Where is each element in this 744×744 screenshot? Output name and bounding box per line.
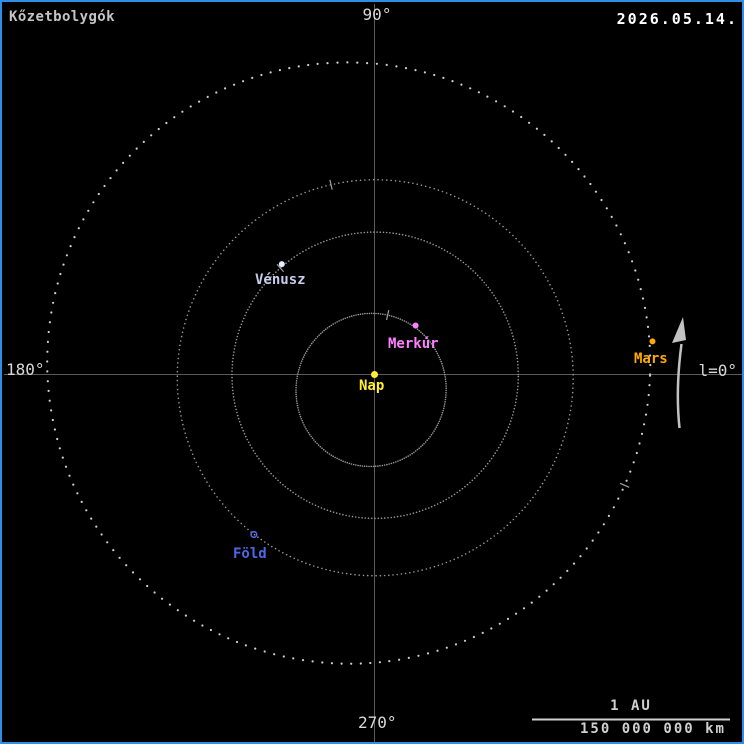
scale-bar-label-au: 1 AU <box>610 698 652 714</box>
planet-marker-venusz <box>278 261 285 268</box>
orbit-path <box>295 310 448 468</box>
orbits-layer <box>46 61 652 665</box>
perihelion-tick <box>276 263 285 273</box>
axis-label-90deg: 90° <box>362 5 392 24</box>
app-title: Kőzetbolygók <box>9 9 115 25</box>
sun-marker <box>371 371 378 378</box>
axis-label-180deg: 180° <box>6 360 45 379</box>
orbit-path <box>176 178 574 577</box>
orbit-path <box>231 231 520 520</box>
scale-bar-label-km: 150 000 000 km <box>579 721 726 737</box>
planet-label-mars: Mars <box>634 351 668 367</box>
planet-label-nap: Nap <box>359 378 385 394</box>
planet-label-fold: Föld <box>233 546 267 562</box>
orbit-path <box>46 61 652 665</box>
planets-layer <box>250 261 656 539</box>
perihelion-tick <box>386 310 390 321</box>
planet-marker-fold <box>250 530 258 539</box>
perihelion-tick <box>619 482 630 488</box>
planet-marker-merkur <box>412 322 419 329</box>
planet-marker-mars <box>649 338 656 345</box>
axis-label-270deg: 270° <box>358 713 397 732</box>
perihelion-tick <box>329 179 333 190</box>
direction-of-motion-arrow <box>672 317 686 429</box>
planet-label-venusz: Vénusz <box>255 272 306 288</box>
date-display: 2026.05.14. <box>616 10 738 28</box>
planet-label-merkur: Merkúr <box>388 336 439 352</box>
axis-label-0deg: l=0° <box>698 361 737 380</box>
